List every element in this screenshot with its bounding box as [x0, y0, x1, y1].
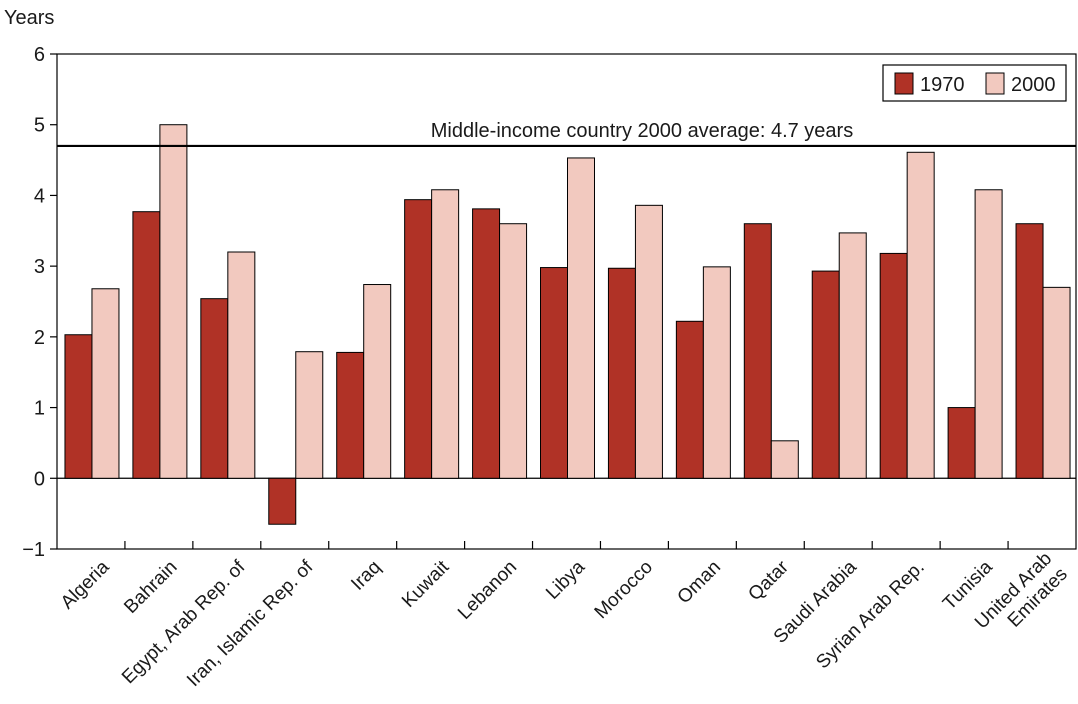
bar-2000-bahrain — [159, 124, 188, 479]
x-category-label: Libya — [542, 556, 589, 603]
bar-1970-morocco — [607, 267, 636, 479]
x-category-label: Bahrain — [120, 557, 181, 618]
legend-swatch-2000 — [985, 72, 1005, 95]
y-tick-label: −1 — [22, 539, 45, 561]
y-tick-label: 3 — [34, 256, 45, 278]
y-tick-label: 4 — [34, 185, 45, 207]
y-tick-label: 0 — [34, 468, 45, 490]
x-category-label-line: Qatar — [744, 556, 793, 605]
bar-2000-syrian-arab-rep- — [906, 151, 935, 479]
bar-1970-kuwait — [404, 199, 433, 479]
legend-label-1970: 1970 — [920, 74, 965, 96]
bar-2000-united-arab-emirates — [1042, 286, 1071, 479]
y-tick-label: 6 — [34, 44, 45, 66]
x-category-label-line: Kuwait — [398, 556, 454, 612]
x-category-label-line: Morocco — [591, 557, 657, 623]
x-category-label: Iran, Islamic Rep. of — [183, 556, 318, 691]
x-category-label: Egypt, Arab Rep. of — [118, 556, 250, 688]
y-tick-label: 1 — [34, 398, 45, 420]
y-axis-title: Years — [4, 7, 54, 29]
plot-border — [56, 53, 1077, 550]
bar-2000-saudi-arabia — [838, 232, 867, 479]
bar-2000-lebanon — [499, 223, 528, 479]
x-category-label-line: Iran, Islamic Rep. of — [183, 556, 318, 691]
bars — [64, 124, 1071, 525]
bar-1970-saudi-arabia — [811, 270, 840, 479]
bar-2000-morocco — [634, 204, 663, 479]
x-category-label: Kuwait — [398, 556, 454, 612]
bar-2000-libya — [567, 157, 595, 479]
bar-1970-syrian-arab-rep- — [879, 252, 908, 479]
bar-2000-oman — [702, 266, 731, 479]
bar-1970-egypt-arab-rep-of — [200, 298, 229, 479]
x-category-label: Iraq — [347, 557, 385, 595]
legend: 1970 2000 — [882, 64, 1067, 102]
bar-1970-oman — [675, 320, 704, 479]
bar-2000-egypt-arab-rep-of — [227, 251, 256, 479]
legend-swatch-1970 — [894, 72, 914, 95]
bar-1970-bahrain — [132, 211, 161, 479]
bar-2000-algeria — [91, 288, 120, 479]
x-category-label-line: Bahrain — [120, 557, 181, 618]
x-category-label: Oman — [674, 557, 725, 608]
x-category-label-line: Libya — [542, 556, 589, 603]
bar-1970-iran-islamic-rep-of — [268, 477, 297, 525]
bar-2000-tunisia — [974, 189, 1003, 479]
x-category-label: Qatar — [744, 556, 793, 605]
bar-1970-united-arab-emirates — [1015, 223, 1044, 479]
reference-line-group: Middle-income country 2000 average: 4.7 … — [57, 120, 1076, 148]
y-tick-label: 5 — [34, 115, 45, 137]
bar-1970-lebanon — [472, 208, 501, 479]
bar-2000-iran-islamic-rep-of — [295, 351, 324, 479]
y-axis: −1 0 1 2 3 4 5 6 — [22, 44, 57, 561]
reference-line-label: Middle-income country 2000 average: 4.7 … — [431, 120, 853, 142]
bar-1970-libya — [540, 267, 568, 479]
x-category-label-line: Algeria — [57, 556, 114, 613]
bar-1970-iraq — [336, 351, 365, 479]
legend-label-2000: 2000 — [1011, 74, 1056, 96]
y-tick-label: 2 — [34, 327, 45, 349]
x-category-label: Algeria — [57, 556, 114, 613]
bar-2000-iraq — [363, 284, 392, 479]
bar-1970-tunisia — [947, 407, 976, 479]
bar-2000-qatar — [770, 440, 799, 479]
x-category-label-line: Oman — [674, 557, 725, 608]
x-category-label: Morocco — [591, 557, 657, 623]
x-category-label-line: Egypt, Arab Rep. of — [118, 556, 250, 688]
x-category-label: Lebanon — [454, 557, 521, 624]
bar-1970-algeria — [64, 334, 93, 479]
x-category-label-line: Iraq — [347, 557, 385, 595]
x-category-label-line: Lebanon — [454, 557, 521, 624]
bar-1970-qatar — [743, 223, 772, 479]
bar-2000-kuwait — [431, 189, 460, 479]
